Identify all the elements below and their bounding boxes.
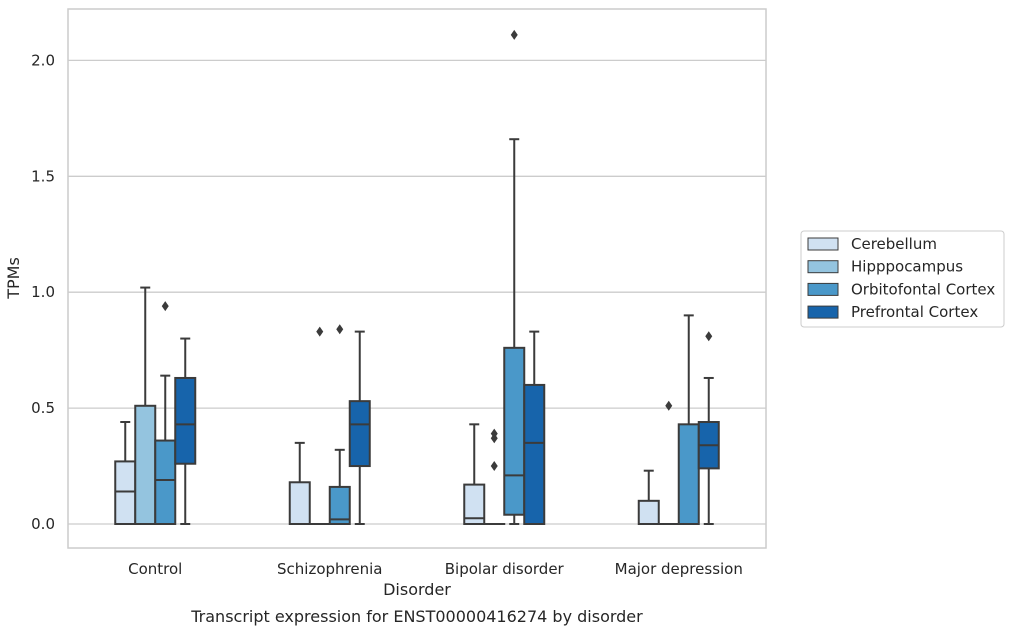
box-hipppocampus	[483, 428, 506, 526]
legend-swatch	[807, 282, 839, 296]
box-body	[503, 346, 526, 516]
y-axis-label: TPMs	[4, 257, 23, 300]
box-body	[677, 423, 700, 525]
legend-label: Orbitofontal Cortex	[851, 280, 995, 298]
box-body	[288, 481, 311, 525]
box-body	[134, 404, 157, 526]
x-tick-label: Schizophrenia	[277, 560, 382, 578]
legend-swatch	[807, 260, 839, 274]
legend-label: Hipppocampus	[851, 258, 963, 276]
y-tick-label: 0.0	[31, 515, 55, 533]
box-body	[114, 460, 137, 525]
chart-caption: Transcript expression for ENST0000041627…	[190, 607, 643, 626]
legend-swatch	[807, 237, 839, 251]
y-tick-label: 1.5	[31, 167, 55, 185]
x-tick-label: Bipolar disorder	[445, 560, 565, 578]
outlier-point	[490, 461, 498, 472]
box-body	[154, 439, 177, 525]
box-body	[523, 383, 546, 526]
outlier-point	[161, 301, 169, 312]
box-cerebellum	[463, 423, 486, 525]
box-cerebellum	[637, 469, 660, 526]
x-tick-labels: Control Schizophrenia Bipolar disorder Majo…	[128, 560, 743, 578]
x-tick-label: Control	[128, 560, 182, 578]
box-orbitofontal-cortex	[677, 314, 700, 525]
box-orbitofontal-cortex	[328, 324, 351, 525]
box-body	[174, 376, 197, 465]
legend-swatch	[807, 305, 839, 319]
box-body	[637, 499, 660, 526]
y-tick-label: 1.0	[31, 283, 55, 301]
box-prefrontal-cortex	[697, 331, 720, 525]
box-cerebellum	[288, 441, 311, 525]
x-tick-label: Major depression	[615, 560, 743, 578]
legend-label: Prefrontal Cortex	[851, 303, 978, 321]
y-tick-label: 2.0	[31, 51, 55, 69]
legend-label: Cerebellum	[851, 235, 937, 253]
legend: Cerebellum Hipppocampus Orbitofontal Corte…	[800, 230, 1005, 328]
box-body	[348, 400, 371, 468]
outlier-point	[336, 324, 344, 335]
box-orbitofontal-cortex	[154, 301, 177, 525]
box-prefrontal-cortex	[348, 330, 371, 525]
outlier-point	[510, 29, 518, 40]
y-tick-labels: 0.0 0.5 1.0 1.5 2.0	[31, 51, 55, 533]
x-axis-label: Disorder	[383, 580, 451, 599]
outlier-point	[316, 326, 324, 337]
legend-frame	[800, 230, 1005, 328]
box-hipppocampus	[134, 286, 157, 526]
outlier-point	[665, 400, 673, 411]
box-prefrontal-cortex	[523, 330, 546, 526]
y-tick-label: 0.5	[31, 399, 55, 417]
outlier-point	[490, 428, 498, 439]
outlier-point	[705, 331, 713, 342]
box-prefrontal-cortex	[174, 337, 197, 525]
box-plots	[114, 29, 720, 526]
